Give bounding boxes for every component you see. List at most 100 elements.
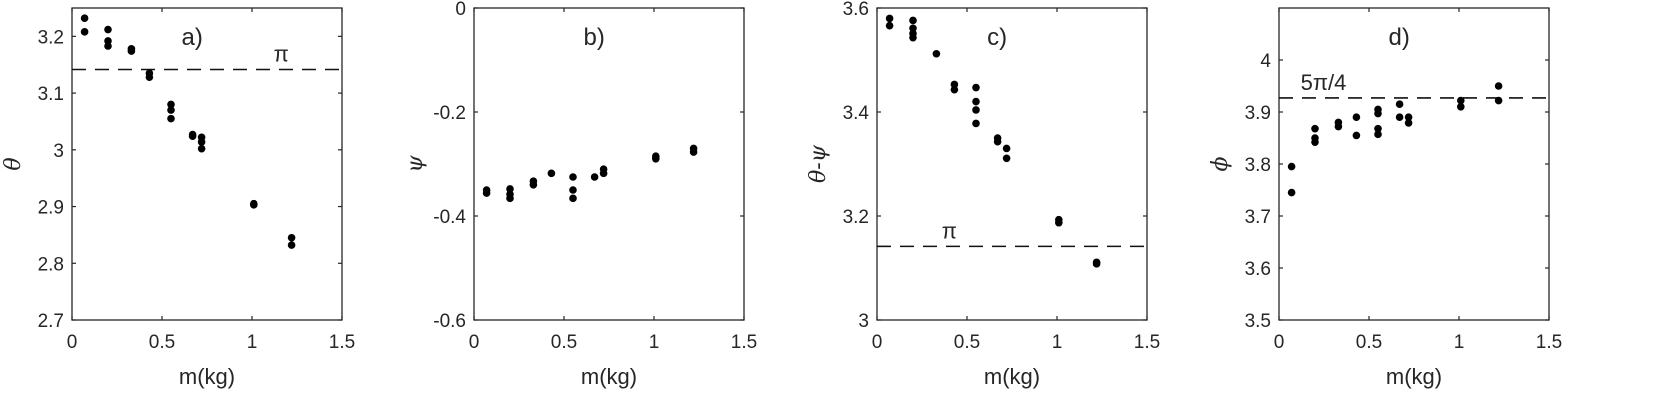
reference-line-label: π — [942, 218, 957, 243]
y-tick-label: 4 — [1260, 51, 1271, 72]
data-point — [1311, 124, 1319, 133]
data-point — [127, 47, 136, 55]
data-point — [80, 28, 89, 36]
axes-box — [1278, 7, 1550, 321]
data-point — [1287, 162, 1296, 171]
x-axis-label: m(kg) — [581, 364, 637, 389]
data-point — [1404, 119, 1413, 127]
panel-4: 0 0.5 1 1.5 3.5 3.6 3.7 3.8 3.9 4 5π/4 d) m(kg) ϕ — [1208, 7, 1562, 389]
data-point — [885, 14, 894, 23]
data-point — [104, 42, 112, 50]
data-point — [167, 114, 175, 123]
data-point — [885, 21, 894, 30]
panel-label: b) — [583, 24, 604, 51]
data-point — [506, 194, 514, 203]
data-point — [197, 144, 206, 153]
x-tick-label: 0 — [872, 332, 883, 353]
data-point — [197, 138, 206, 146]
data-point — [145, 73, 154, 82]
x-tick-label: 1 — [649, 332, 660, 353]
x-tick-label: 1 — [247, 332, 258, 353]
y-tick-label: 3.7 — [1245, 207, 1271, 228]
y-tick-label: 0 — [455, 0, 466, 20]
data-point — [547, 169, 556, 178]
x-tick-label: 1.5 — [1134, 332, 1160, 353]
y-tick-label: -0.4 — [433, 207, 466, 228]
data-point — [950, 80, 959, 89]
y-tick-label: 3 — [53, 141, 64, 162]
data-point — [1311, 138, 1319, 146]
y-tick-label: 3.6 — [1245, 259, 1271, 280]
y-tick-label: 3 — [858, 311, 869, 332]
y-tick-label: 3.1 — [38, 84, 64, 105]
data-point — [972, 97, 980, 106]
y-axis-label: ψ — [403, 155, 428, 173]
x-axis-label: m(kg) — [984, 364, 1040, 389]
data-point — [993, 137, 1002, 146]
y-axis-label: ϕ — [1208, 157, 1233, 172]
data-point — [287, 233, 296, 242]
data-point — [1374, 130, 1382, 139]
x-tick-label: 1 — [1454, 332, 1465, 353]
reference-line-label: π — [274, 41, 289, 66]
y-tick-label: 2.8 — [38, 254, 64, 275]
axes-box — [876, 7, 1148, 321]
panel-2: 0 0.5 1 1.5 -0.6 -0.4 -0.2 0 b) m(kg) ψ — [403, 0, 757, 389]
data-point — [287, 241, 296, 249]
data-point — [1395, 100, 1404, 108]
data-point — [1002, 154, 1011, 163]
data-point — [1352, 113, 1361, 121]
data-point — [972, 119, 980, 128]
axes-box — [71, 7, 343, 321]
data-point — [1457, 96, 1465, 105]
panel-3: 0 0.5 1 1.5 3 3.2 3.4 3.6 π c) m(kg) θ-ψ — [806, 0, 1160, 389]
data-point — [909, 24, 917, 33]
y-tick-label: -0.2 — [433, 103, 466, 124]
reference-line-label: 5π/4 — [1301, 70, 1347, 95]
x-tick-label: 0 — [67, 332, 78, 353]
data-point — [529, 181, 538, 189]
data-point — [482, 189, 491, 197]
y-tick-label: 3.2 — [38, 27, 64, 48]
y-tick-label: 3.5 — [1245, 311, 1271, 332]
panel-1: 0 0.5 1 1.5 2.7 2.8 2.9 3 3.1 3.2 π a) m(kg) θ — [1, 7, 355, 389]
y-tick-label: 2.7 — [38, 311, 64, 332]
x-tick-label: 0.5 — [149, 332, 175, 353]
data-point — [167, 100, 175, 109]
x-tick-label: 0.5 — [954, 332, 980, 353]
data-point — [1352, 131, 1361, 140]
data-point — [1374, 124, 1382, 133]
y-tick-label: 3.9 — [1245, 103, 1271, 124]
axes-box — [473, 7, 745, 321]
data-point — [972, 106, 980, 114]
x-tick-label: 1.5 — [1536, 332, 1562, 353]
x-tick-label: 1 — [1052, 332, 1063, 353]
x-tick-label: 0 — [1274, 332, 1285, 353]
y-tick-label: 3.8 — [1245, 155, 1271, 176]
data-point — [569, 173, 577, 181]
y-tick-label: 2.9 — [38, 198, 64, 219]
y-tick-label: 3.6 — [843, 0, 869, 20]
data-point — [250, 201, 258, 209]
data-point — [950, 85, 959, 94]
data-point — [652, 155, 660, 163]
data-point — [1092, 260, 1101, 268]
x-tick-label: 1.5 — [329, 332, 355, 353]
data-point — [167, 106, 175, 114]
data-point — [188, 132, 197, 141]
data-point — [932, 49, 941, 58]
data-point — [1002, 144, 1011, 153]
x-axis-label: m(kg) — [1386, 364, 1442, 389]
y-tick-label: 3.2 — [843, 207, 869, 228]
data-point — [1287, 188, 1296, 197]
data-point — [1494, 96, 1503, 105]
data-point — [104, 25, 112, 34]
x-tick-label: 0 — [469, 332, 480, 353]
data-point — [1055, 218, 1063, 227]
panel-label: d) — [1388, 24, 1409, 51]
y-axis-label: θ-ψ — [806, 144, 831, 183]
data-point — [1374, 109, 1382, 118]
data-point — [909, 33, 917, 42]
data-point — [599, 169, 608, 178]
y-tick-label: 3.4 — [843, 103, 870, 124]
